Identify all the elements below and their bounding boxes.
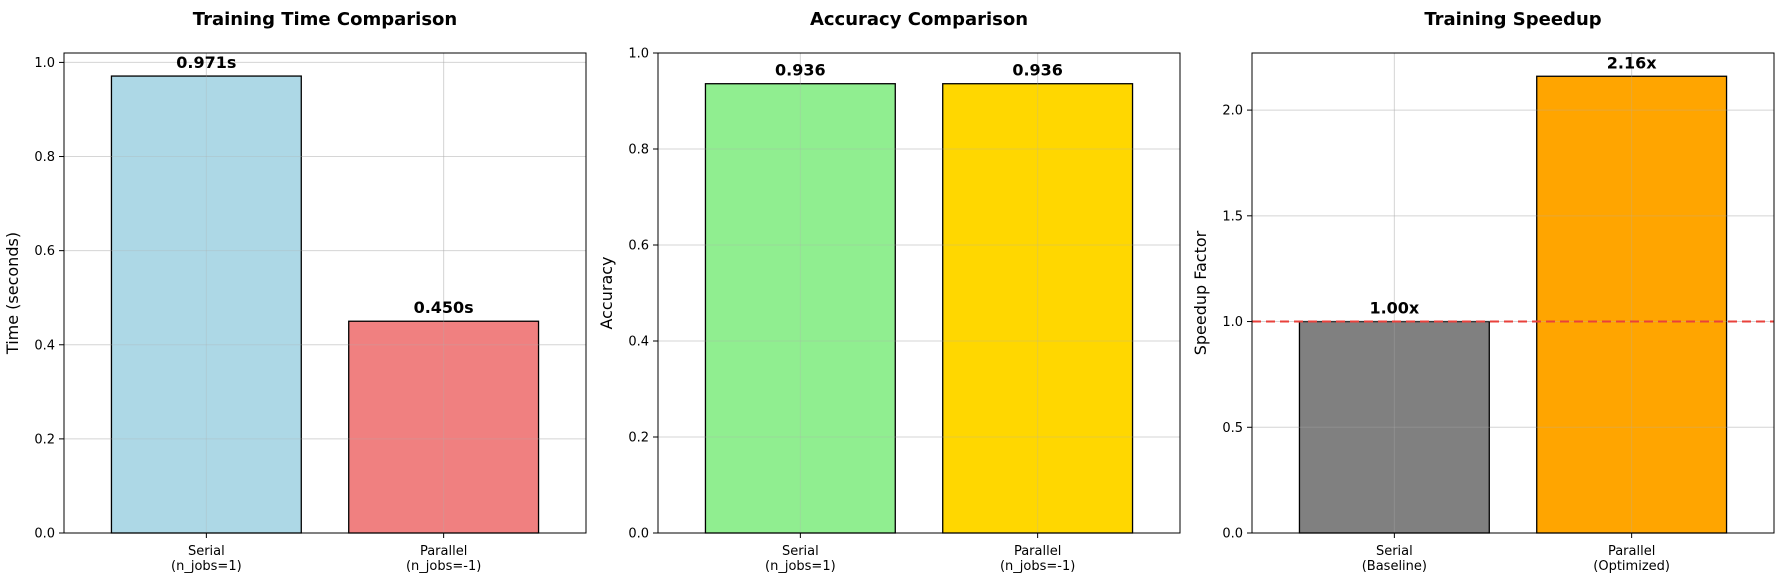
chart-title: Training Time Comparison [193,9,457,30]
chart-panel-training-speedup: 1.00x 2.16x 0.0 0.5 1.0 1.5 2.0 Serial (Baseline… [1191,9,1775,574]
y-tick-label: 0.6 [34,244,55,259]
chart-title: Accuracy Comparison [810,9,1028,30]
y-axis-label: Accuracy [597,256,616,329]
y-tick-label: 0.8 [628,143,649,158]
y-axis-label: Speedup Factor [1191,230,1210,355]
x-tick-label-serial: Serial (n_jobs=1) [765,544,836,574]
y-tick-label: 0.4 [34,338,55,353]
bar-serial [1298,320,1490,534]
bar-serial [704,83,896,534]
bar-serial [110,75,302,534]
y-tick-label: 0.2 [628,431,649,446]
bar-value-label: 1.00x [1369,299,1419,318]
chart-title: Training Speedup [1424,9,1601,30]
chart-panel-training-time-comparison: 0.971s 0.450s 0.0 0.2 0.4 0.6 0.8 1.0 Serial (n_j… [3,9,587,574]
y-tick-label: 0.4 [628,335,649,350]
y-tick-label: 1.0 [1222,315,1243,330]
y-tick-label: 0.8 [34,150,55,165]
bar-value-label: 0.971s [176,53,236,72]
y-tick-label: 0.6 [628,239,649,254]
axes-frame [63,52,587,534]
bar-value-label: 2.16x [1607,53,1657,72]
y-tick-label: 1.0 [34,56,55,71]
y-tick-label: 0.0 [628,527,649,542]
y-tick-label: 0.5 [1222,421,1243,436]
y-axis-label: Time (seconds) [3,232,22,355]
y-tick-label: 0.0 [34,527,55,542]
y-tick-label: 1.0 [628,47,649,62]
bar-value-label: 0.936 [775,61,826,80]
bar-value-label: 0.936 [1012,61,1063,80]
axes-frame [657,52,1181,534]
x-tick-label-serial: Serial (Baseline) [1362,544,1427,574]
y-tick-label: 2.0 [1222,104,1243,119]
bar-parallel [942,83,1134,534]
bar-value-label: 0.450s [414,298,474,317]
bar-parallel [348,320,540,534]
bar-parallel [1536,75,1728,534]
chart-panel-accuracy-comparison: 0.936 0.936 0.0 0.2 0.4 0.6 0.8 1.0 Serial (n_job… [597,9,1181,574]
axes-frame [1251,52,1775,534]
x-tick-label-parallel: Parallel (Optimized) [1593,544,1670,574]
x-tick-label-parallel: Parallel (n_jobs=-1) [406,544,481,574]
x-tick-label-parallel: Parallel (n_jobs=-1) [1000,544,1075,574]
y-tick-label: 0.0 [1222,527,1243,542]
y-tick-label: 0.2 [34,432,55,447]
y-tick-label: 1.5 [1222,209,1243,224]
x-tick-label-serial: Serial (n_jobs=1) [171,544,242,574]
